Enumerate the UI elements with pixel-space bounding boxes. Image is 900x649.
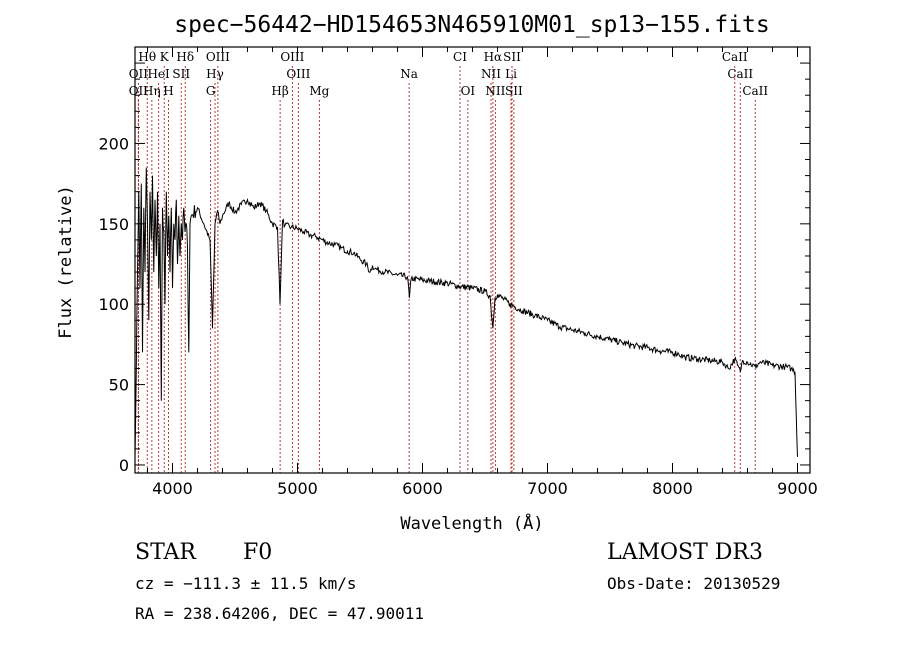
axis-ticks: 4000 5000 6000 7000 8000 9000 0 50 100 150 200 xyxy=(98,47,818,498)
line-label: OIII xyxy=(286,67,310,81)
line-label: Hθ xyxy=(138,50,156,64)
line-label: OIII xyxy=(280,50,304,64)
x-tick-label: 4000 xyxy=(152,479,193,498)
y-tick-label: 200 xyxy=(98,134,129,153)
line-label: OIII xyxy=(206,50,230,64)
line-label: NII xyxy=(485,84,505,98)
spectrum-line xyxy=(134,167,798,457)
line-label: K xyxy=(160,50,170,64)
line-label: CaII xyxy=(722,50,748,64)
line-label: Hα xyxy=(484,50,503,64)
line-label: OII xyxy=(129,84,149,98)
line-label: G xyxy=(206,84,216,98)
line-label: HeI xyxy=(147,67,170,81)
line-label: Hβ xyxy=(271,84,288,98)
spectrum-series xyxy=(134,167,798,457)
x-tick-label: 5000 xyxy=(277,479,318,498)
line-label: Hη xyxy=(143,84,161,98)
line-label: CI xyxy=(453,50,467,64)
y-tick-label: 50 xyxy=(109,376,129,395)
line-label: H xyxy=(163,84,173,98)
line-label: Hδ xyxy=(176,50,194,64)
line-label: OI xyxy=(461,84,476,98)
line-label: Mg xyxy=(309,84,329,98)
chart-title: spec−56442−HD154653N465910M01_sp13−155.f… xyxy=(174,12,769,38)
line-label: CaII xyxy=(727,67,753,81)
line-label: SII xyxy=(505,84,523,98)
plot-frame xyxy=(134,46,811,474)
coordinates: RA = 238.64206, DEC = 47.90011 xyxy=(135,604,424,623)
line-label: OII xyxy=(129,67,149,81)
object-subclass: F0 xyxy=(243,540,273,565)
line-label: SII xyxy=(172,67,190,81)
survey-name: LAMOST DR3 xyxy=(607,540,763,565)
object-class: STAR xyxy=(135,540,196,565)
x-axis-label: Wavelength (Å) xyxy=(400,512,543,534)
line-label: NII xyxy=(481,67,501,81)
line-label: Na xyxy=(400,67,418,81)
line-label: SII xyxy=(503,50,521,64)
x-tick-label: 6000 xyxy=(402,479,443,498)
x-tick-label: 7000 xyxy=(527,479,568,498)
line-label: CaII xyxy=(742,84,768,98)
y-tick-label: 100 xyxy=(98,295,129,314)
x-tick-label: 8000 xyxy=(652,479,693,498)
y-tick-label: 0 xyxy=(119,456,129,475)
x-tick-label: 9000 xyxy=(777,479,818,498)
obs-date: Obs-Date: 20130529 xyxy=(607,574,781,593)
line-label: Hγ xyxy=(206,67,224,81)
y-tick-label: 150 xyxy=(98,215,129,234)
redshift-cz: cz = −111.3 ± 11.5 km/s xyxy=(135,574,357,593)
line-label: Li xyxy=(505,67,517,81)
y-axis-label: Flux (relative) xyxy=(56,185,76,339)
